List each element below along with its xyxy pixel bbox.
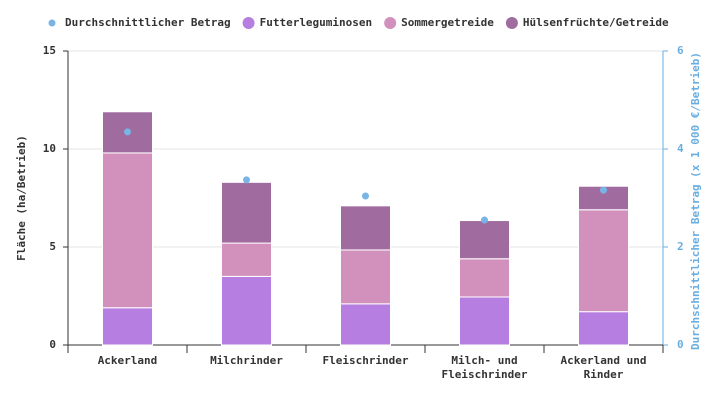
legend-label: Durchschnittlicher Betrag (65, 16, 231, 29)
legend-marker (242, 17, 255, 29)
bar-segment (459, 258, 510, 298)
x-tick-label: Ackerland und Rinder (560, 354, 647, 381)
bar-segment (459, 296, 510, 346)
y2-tick-label: 6 (677, 44, 684, 57)
bar-segment (102, 111, 153, 154)
point (481, 216, 488, 224)
y2-tick-label: 2 (677, 240, 684, 253)
legend-label: Futterleguminosen (260, 16, 373, 29)
bar-segment (102, 152, 153, 309)
point (243, 176, 250, 184)
y-tick-label: 0 (49, 338, 56, 351)
x-tick-label: Milchrinder (210, 354, 283, 367)
bar-segment (102, 307, 153, 346)
legend-marker (48, 19, 56, 27)
y-axis-label: Fläche (ha/Betrieb) (15, 135, 28, 261)
y-tick-label: 10 (43, 142, 56, 155)
legend-marker (505, 17, 518, 29)
bar-segment (221, 275, 272, 346)
x-tick-label: Ackerland (97, 354, 158, 367)
bar-segment (340, 205, 391, 251)
y2-axis-label: Durchschnittlicher Betrag (x 1 000 €/Bet… (689, 52, 702, 350)
bar-segment (578, 185, 629, 211)
bar-segment (340, 303, 391, 346)
y2-tick-label: 4 (677, 142, 684, 155)
point (362, 192, 369, 200)
legend-label: Sommergetreide (401, 16, 494, 29)
point (600, 186, 607, 194)
bar-segment (459, 220, 510, 260)
bar-segment (578, 311, 629, 346)
legend-marker (384, 17, 397, 29)
legend-label: Hülsenfrüchte/Getreide (523, 16, 669, 29)
bar-segment (221, 181, 272, 244)
y-tick-label: 15 (43, 44, 56, 57)
x-tick-label: Fleischrinder (322, 354, 409, 367)
y-tick-label: 5 (49, 240, 56, 253)
y2-tick-label: 0 (677, 338, 684, 351)
point (124, 128, 131, 136)
bar-segment (221, 242, 272, 277)
bar-segment (578, 209, 629, 313)
bar-segment (340, 249, 391, 305)
x-tick-label: Milch- und Fleischrinder (441, 354, 528, 381)
